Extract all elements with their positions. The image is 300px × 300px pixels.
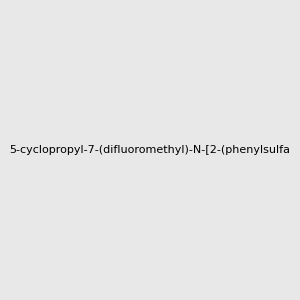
Text: 5-cyclopropyl-7-(difluoromethyl)-N-[2-(phenylsulfa: 5-cyclopropyl-7-(difluoromethyl)-N-[2-(p…: [10, 145, 290, 155]
